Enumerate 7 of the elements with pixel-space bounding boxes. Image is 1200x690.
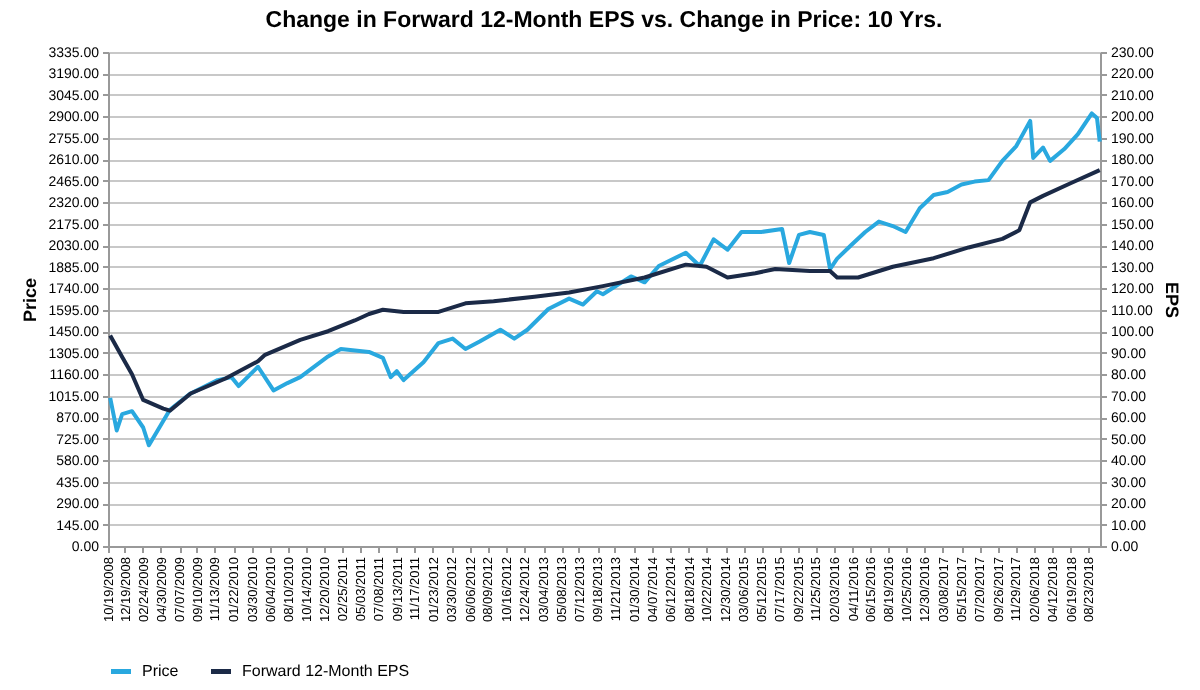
y2-axis-title: EPS <box>1161 281 1182 319</box>
chart-title: Change in Forward 12-Month EPS vs. Change in Price: 10 Yrs. <box>265 9 943 33</box>
legend-label: Price <box>142 661 180 680</box>
line-series <box>108 111 1102 448</box>
y-axis-title: Price <box>20 277 41 323</box>
legend-label: Forward 12-Month EPS <box>242 661 410 680</box>
line-series <box>108 168 1102 413</box>
